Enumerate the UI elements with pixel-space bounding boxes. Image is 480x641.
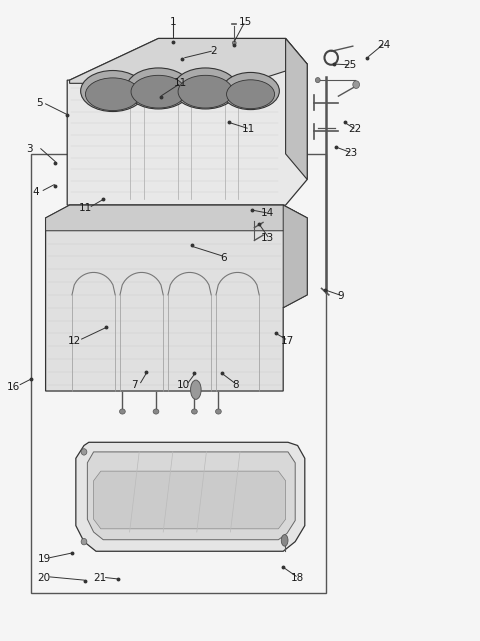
Text: 23: 23 [344,147,357,158]
Text: 3: 3 [26,144,33,154]
Text: 6: 6 [220,253,227,263]
Text: 11: 11 [242,124,255,135]
Ellipse shape [81,538,87,545]
Text: 21: 21 [93,573,107,583]
Text: 16: 16 [7,381,20,392]
Polygon shape [283,205,307,308]
Text: 7: 7 [131,379,138,390]
Ellipse shape [192,409,197,414]
Text: 10: 10 [177,379,190,390]
Polygon shape [70,38,307,83]
Text: 17: 17 [280,336,294,346]
Text: 4: 4 [33,187,39,197]
Ellipse shape [178,76,233,108]
Polygon shape [46,205,307,231]
Polygon shape [94,471,286,529]
Text: 24: 24 [377,40,391,50]
Text: 14: 14 [261,208,275,218]
Ellipse shape [131,76,186,108]
Ellipse shape [81,449,87,455]
Polygon shape [286,38,307,179]
Text: 1: 1 [169,17,176,27]
Ellipse shape [232,41,236,45]
Text: 9: 9 [337,291,344,301]
Text: 11: 11 [173,78,187,88]
Text: 25: 25 [343,60,356,71]
Text: 22: 22 [348,124,362,135]
Ellipse shape [227,80,275,109]
Ellipse shape [120,409,125,414]
Text: 12: 12 [68,336,81,346]
Ellipse shape [191,380,201,399]
Text: 19: 19 [37,554,51,564]
Ellipse shape [126,68,191,109]
Text: 11: 11 [79,203,92,213]
Text: 13: 13 [261,233,275,244]
Polygon shape [87,452,295,540]
Text: 18: 18 [291,573,304,583]
Ellipse shape [222,72,279,110]
Text: 5: 5 [36,97,43,108]
Text: 15: 15 [239,17,252,27]
Ellipse shape [281,535,288,546]
Ellipse shape [153,409,159,414]
Ellipse shape [216,409,221,414]
Text: 8: 8 [232,379,239,390]
Ellipse shape [85,78,140,111]
Ellipse shape [173,68,238,109]
Polygon shape [67,38,307,205]
Ellipse shape [81,71,145,112]
Bar [31,154,326,593]
Polygon shape [76,442,305,551]
Ellipse shape [353,81,360,88]
Polygon shape [46,205,307,391]
Text: 20: 20 [37,573,51,583]
Text: 2: 2 [210,46,217,56]
Ellipse shape [315,78,320,83]
